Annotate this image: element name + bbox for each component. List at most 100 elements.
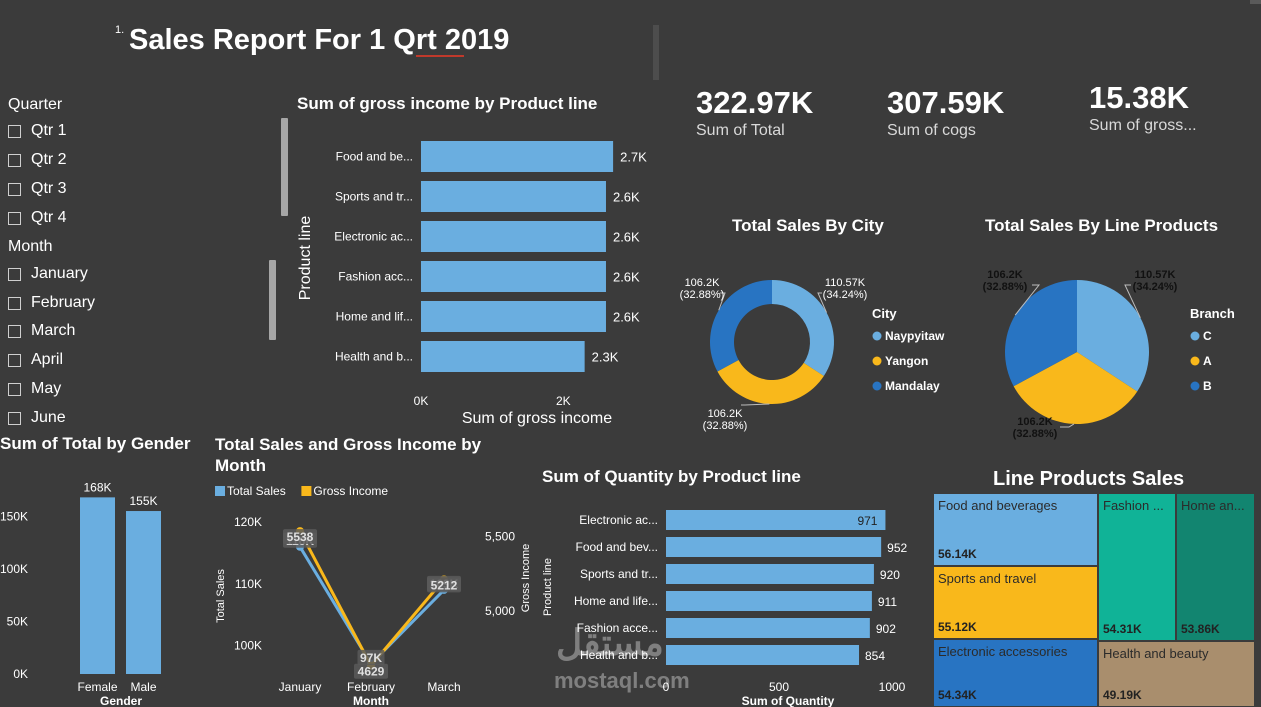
treemap-tile[interactable]: Fashion ... 54.31K bbox=[1098, 493, 1176, 641]
bar[interactable] bbox=[666, 510, 886, 530]
legend-label[interactable]: Naypyitaw bbox=[885, 329, 945, 343]
quarter-checkbox[interactable] bbox=[8, 183, 21, 196]
month-checkbox[interactable] bbox=[8, 296, 21, 310]
line-products-chart-title: Total Sales By Line Products bbox=[985, 216, 1219, 235]
gross-income-scrollbar[interactable] bbox=[281, 118, 288, 216]
month-item[interactable]: March bbox=[0, 320, 260, 344]
legend-label[interactable]: Total Sales bbox=[227, 484, 286, 498]
treemap-tile-value: 55.12K bbox=[938, 620, 977, 634]
quarter-checkbox[interactable] bbox=[8, 125, 21, 138]
quarter-item-label: Qtr 3 bbox=[31, 180, 67, 197]
bar-data-label: 2.6K bbox=[613, 270, 640, 285]
treemap-tile-value: 54.31K bbox=[1103, 622, 1142, 636]
month-item[interactable]: January bbox=[0, 263, 260, 287]
month-item-label: June bbox=[31, 408, 66, 426]
legend-label[interactable]: Yangon bbox=[885, 354, 928, 368]
quarter-checkbox[interactable] bbox=[8, 154, 21, 167]
treemap-tile-value: 54.34K bbox=[938, 688, 977, 702]
legend-label[interactable]: Mandalay bbox=[885, 379, 940, 393]
x-axis-label: Sum of Quantity bbox=[742, 694, 835, 707]
bar[interactable] bbox=[421, 141, 614, 172]
x-axis-label: Sum of gross income bbox=[462, 410, 612, 427]
y2-tick-label: 5,000 bbox=[485, 604, 515, 618]
treemap-tile[interactable]: Health and beauty 49.19K bbox=[1098, 641, 1255, 707]
x-tick-label: 0K bbox=[414, 394, 429, 408]
legend-label[interactable]: A bbox=[1203, 354, 1212, 368]
legend-label[interactable]: C bbox=[1203, 329, 1212, 343]
category-label: Fashion acc... bbox=[338, 270, 413, 284]
month-checkbox[interactable] bbox=[8, 411, 21, 425]
month-item[interactable]: May bbox=[0, 378, 260, 402]
treemap-tile[interactable]: Electronic accessories 54.34K bbox=[933, 639, 1098, 707]
category-label: Home and life... bbox=[574, 594, 658, 608]
slice-percent-label: (34.24%) bbox=[1133, 281, 1178, 293]
month-checkbox[interactable] bbox=[8, 382, 21, 396]
pie-slice[interactable] bbox=[772, 280, 834, 376]
slice-percent-label: (34.24%) bbox=[823, 289, 868, 301]
y-tick-label: 100K bbox=[0, 562, 28, 576]
bar[interactable] bbox=[421, 301, 606, 332]
bar-data-label: 2.3K bbox=[592, 350, 619, 365]
bar[interactable] bbox=[80, 497, 115, 674]
bar[interactable] bbox=[666, 537, 882, 557]
kpi-total-label: Sum of Total bbox=[696, 122, 785, 139]
quarter-checkbox[interactable] bbox=[8, 212, 21, 225]
pie-slice[interactable] bbox=[710, 280, 772, 372]
month-checkbox[interactable] bbox=[8, 325, 21, 339]
month-item-label: January bbox=[31, 265, 88, 282]
pie-slice[interactable] bbox=[717, 360, 824, 404]
category-label: Sports and tr... bbox=[335, 190, 413, 204]
city-chart-title: Total Sales By City bbox=[732, 216, 884, 235]
slicer-scrollbar[interactable] bbox=[269, 260, 276, 340]
header-divider bbox=[653, 25, 659, 80]
bar[interactable] bbox=[421, 261, 606, 292]
data-label-box bbox=[427, 577, 461, 593]
quarter-item[interactable]: Qtr 1 bbox=[0, 120, 260, 144]
slice-value-label: 106.2K bbox=[708, 408, 744, 420]
category-label: Sports and tr... bbox=[580, 567, 658, 581]
bar[interactable] bbox=[126, 511, 161, 674]
slice-percent-label: (32.88%) bbox=[983, 281, 1028, 293]
gross-income-bar-chart: Food and be... 2.7K Sports and tr... 2.6K El… bbox=[297, 141, 647, 427]
top-right-edge bbox=[1250, 0, 1261, 4]
quantity-bar-chart: Electronic ac... 971 Food and bev... 952 Spo… bbox=[542, 510, 907, 707]
bar[interactable] bbox=[666, 645, 860, 665]
category-label: Fashion acce... bbox=[577, 621, 658, 635]
bar[interactable] bbox=[421, 221, 606, 252]
month-item[interactable]: June bbox=[0, 407, 260, 431]
x-tick-label: 0 bbox=[663, 680, 670, 694]
quarter-item[interactable]: Qtr 4 bbox=[0, 207, 260, 231]
leader-line bbox=[718, 292, 726, 311]
pie-slice[interactable] bbox=[1013, 352, 1138, 424]
treemap-tile[interactable]: Home an... 53.86K bbox=[1176, 493, 1255, 641]
bar[interactable] bbox=[666, 564, 874, 584]
series-line[interactable] bbox=[298, 530, 446, 669]
bar[interactable] bbox=[421, 181, 606, 212]
bar[interactable] bbox=[666, 591, 872, 611]
quarter-item[interactable]: Qtr 2 bbox=[0, 149, 260, 173]
slice-percent-label: (32.88%) bbox=[1013, 428, 1058, 440]
treemap-tile[interactable]: Sports and travel 55.12K bbox=[933, 566, 1098, 639]
y-axis-label: Total Sales bbox=[215, 569, 227, 623]
treemap-title: Line Products Sales bbox=[993, 468, 1185, 490]
month-checkbox[interactable] bbox=[8, 268, 21, 281]
gender-chart-title: Sum of Total by Gender bbox=[0, 434, 191, 453]
bar[interactable] bbox=[421, 341, 585, 372]
slice-value-label: 110.57K bbox=[825, 277, 866, 289]
month-item[interactable]: February bbox=[0, 292, 260, 316]
pie-slice[interactable] bbox=[1005, 280, 1077, 387]
legend-label[interactable]: Gross Income bbox=[313, 484, 388, 498]
treemap-tile-value: 53.86K bbox=[1181, 622, 1220, 636]
bar-data-label: 911 bbox=[878, 595, 897, 609]
month-checkbox[interactable] bbox=[8, 354, 21, 368]
pie-slice[interactable] bbox=[1077, 280, 1149, 392]
legend-label[interactable]: B bbox=[1203, 379, 1212, 393]
treemap-tile[interactable]: Food and beverages 56.14K bbox=[933, 493, 1098, 566]
category-label: Health and b... bbox=[335, 350, 413, 364]
bar-data-label: 2.6K bbox=[613, 190, 640, 205]
y-tick-label: 100K bbox=[234, 638, 262, 652]
leader-line bbox=[1060, 423, 1075, 428]
quarter-item[interactable]: Qtr 3 bbox=[0, 178, 260, 202]
month-item[interactable]: April bbox=[0, 349, 260, 373]
bar[interactable] bbox=[666, 618, 870, 638]
